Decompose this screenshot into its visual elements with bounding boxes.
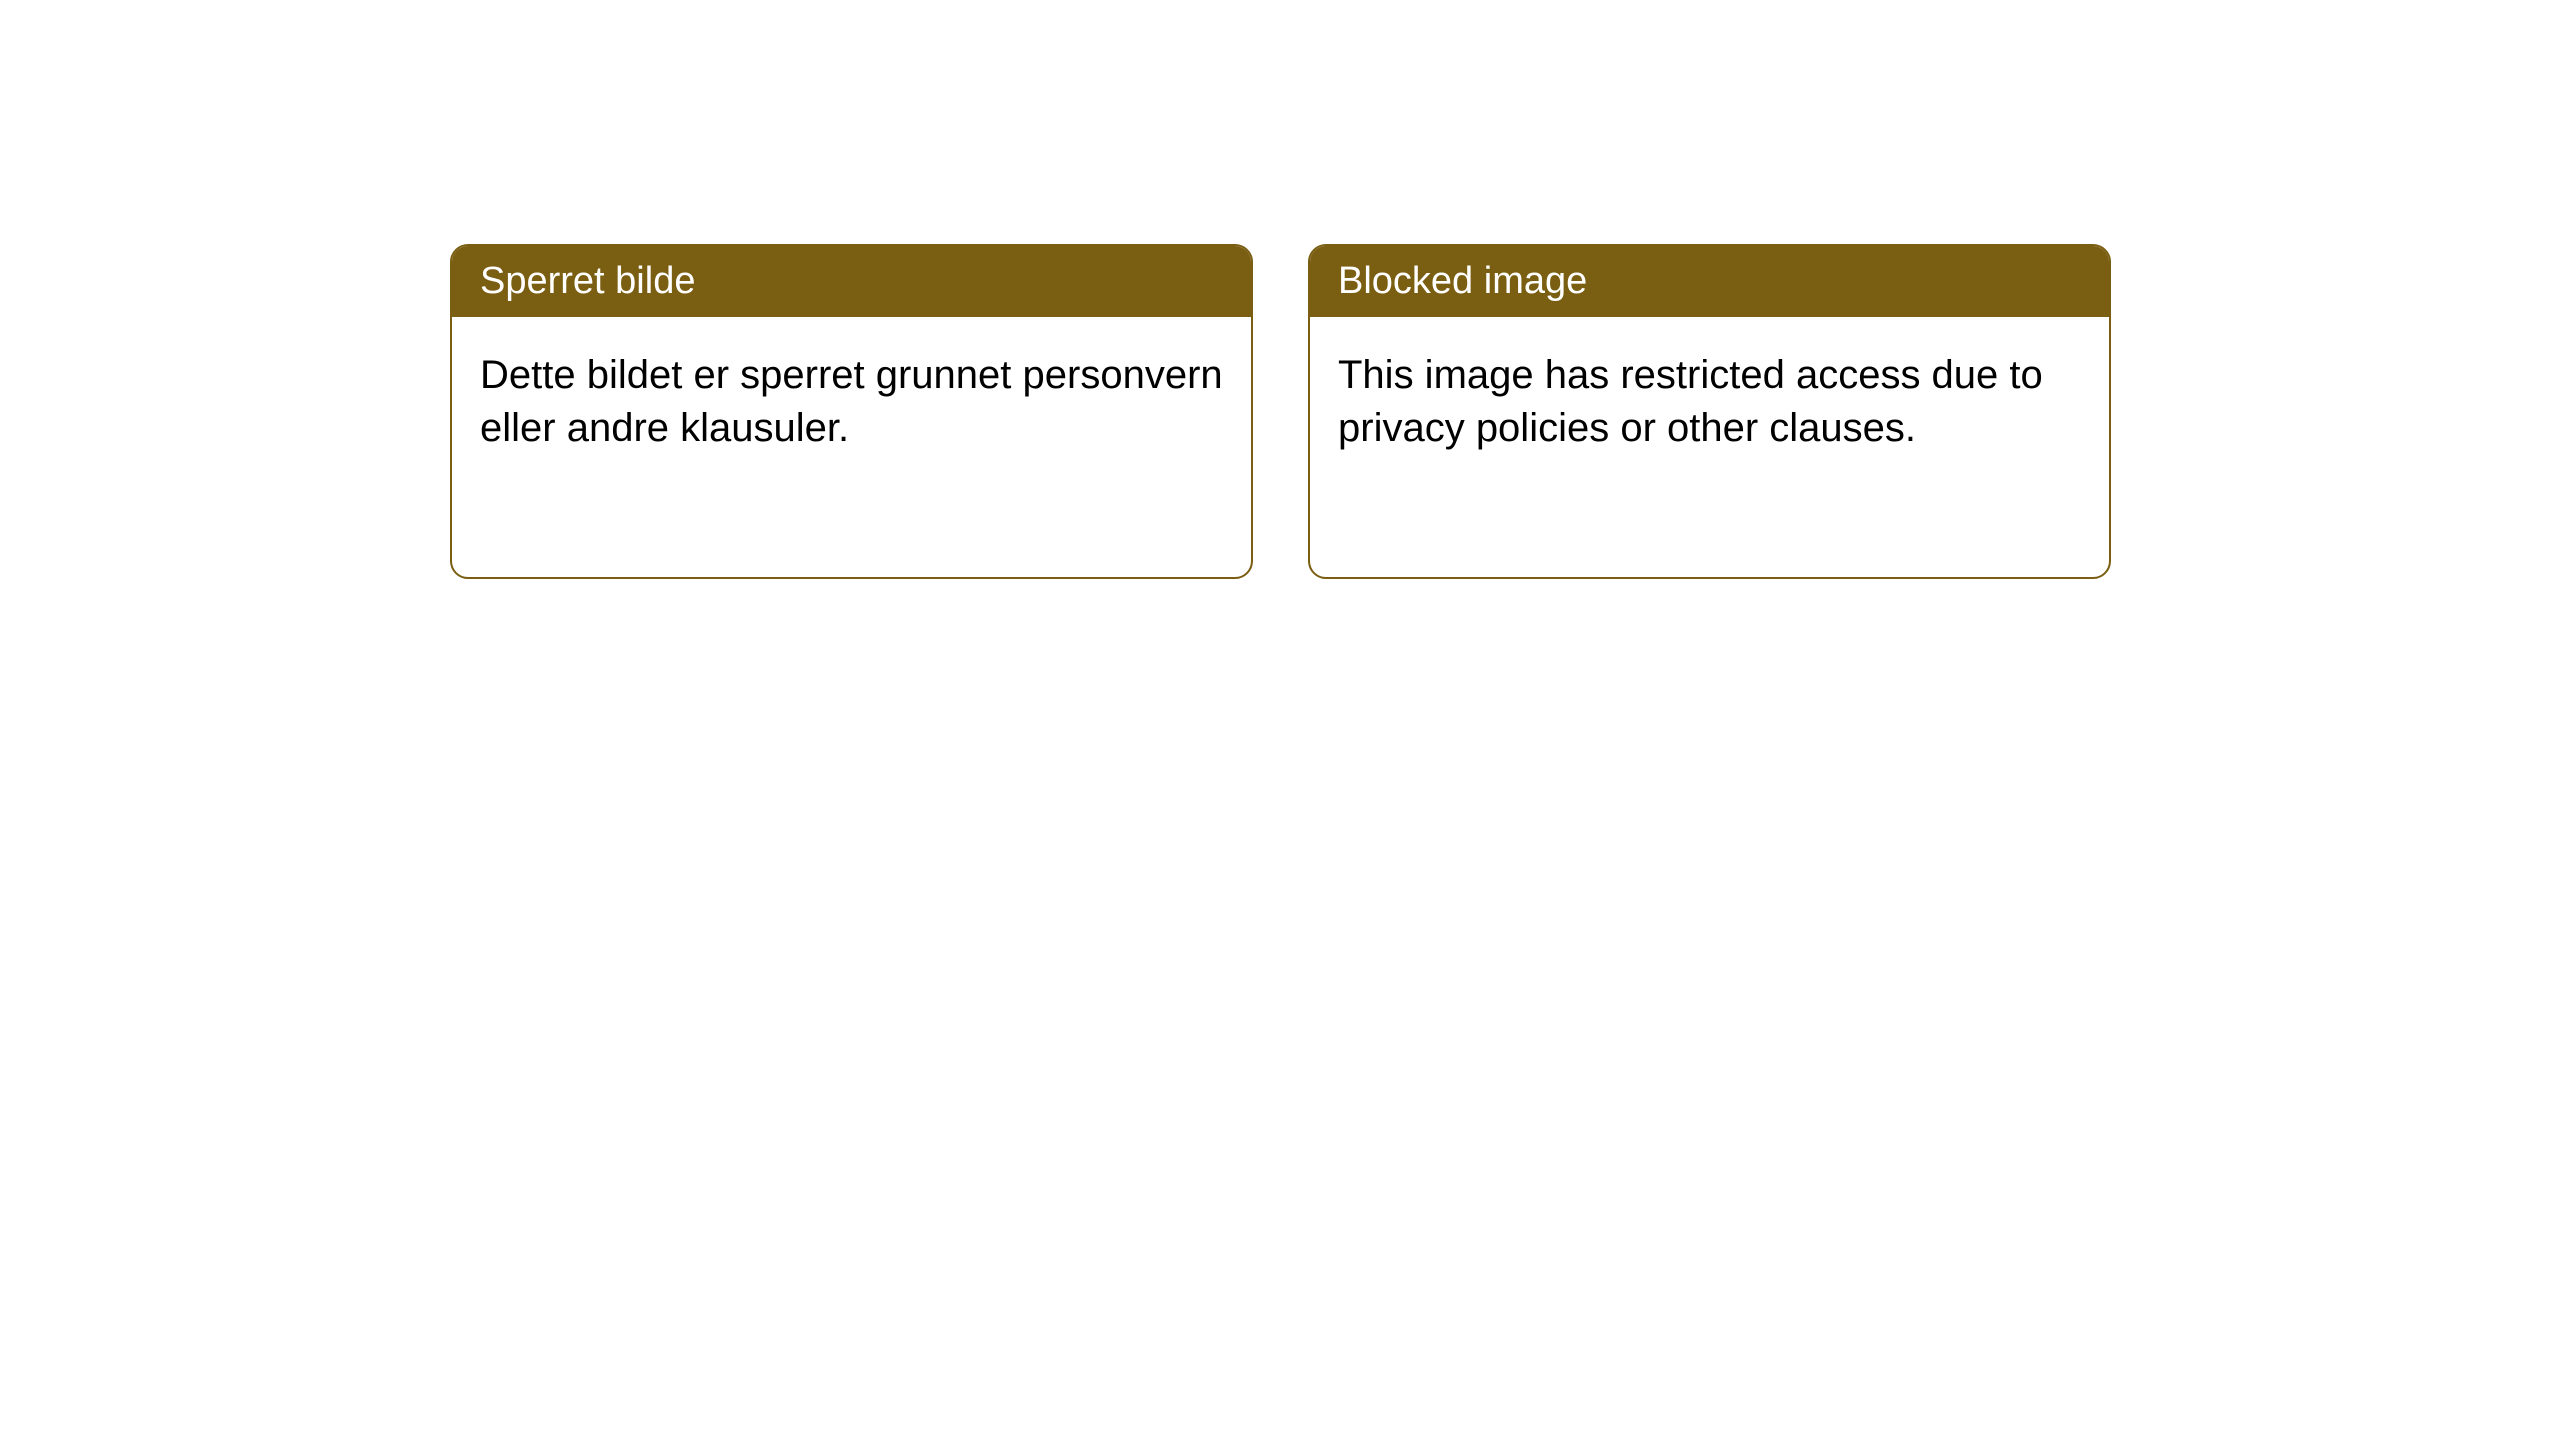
card-header-english: Blocked image — [1310, 246, 2109, 317]
blocked-image-card-norwegian: Sperret bilde Dette bildet er sperret gr… — [450, 244, 1253, 579]
card-body-english: This image has restricted access due to … — [1310, 317, 2109, 487]
card-header-norwegian: Sperret bilde — [452, 246, 1251, 317]
card-body-norwegian: Dette bildet er sperret grunnet personve… — [452, 317, 1251, 487]
cards-container: Sperret bilde Dette bildet er sperret gr… — [450, 244, 2111, 579]
blocked-image-card-english: Blocked image This image has restricted … — [1308, 244, 2111, 579]
